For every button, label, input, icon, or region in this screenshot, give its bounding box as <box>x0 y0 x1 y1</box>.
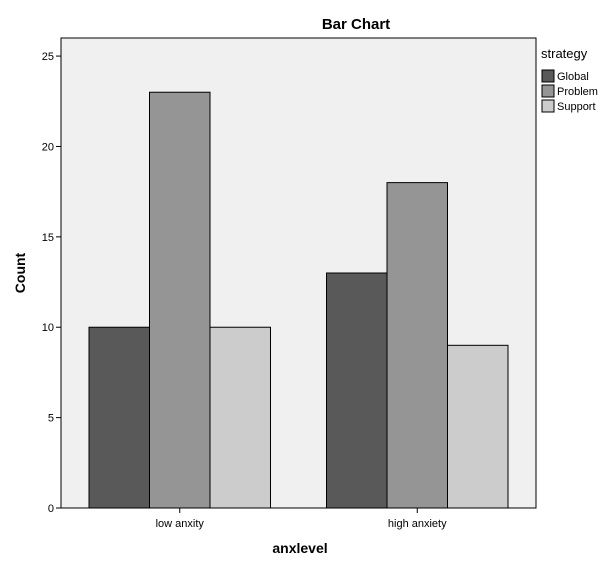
y-tick-label: 20 <box>42 141 54 153</box>
legend: strategy Global Problem Support <box>541 46 598 113</box>
x-axis-label: anxlevel <box>272 540 327 556</box>
bar-problem-low <box>149 91 211 509</box>
bar-global-low <box>88 326 150 509</box>
legend-items: Global Problem Support <box>541 69 598 113</box>
y-tick-label: 0 <box>48 503 54 515</box>
chart-title: Bar Chart <box>322 16 390 33</box>
bar-support-high <box>447 344 509 509</box>
bar-support-low <box>209 326 271 509</box>
y-tick-label: 15 <box>42 232 54 244</box>
bar-problem-high <box>386 182 448 509</box>
bar-global-high <box>326 272 388 509</box>
legend-label-support: Support <box>557 101 596 113</box>
x-tick-label: low anxity <box>156 518 205 530</box>
bars <box>88 91 509 509</box>
y-axis-label: Count <box>12 252 28 293</box>
legend-label-problem: Problem <box>557 86 598 98</box>
y-tick-label: 25 <box>42 51 54 63</box>
x-tick-label: high anxiety <box>388 518 447 530</box>
y-axis: 0 5 10 15 20 25 <box>42 51 61 515</box>
y-tick-label: 5 <box>48 413 54 425</box>
x-axis: low anxity high anxiety <box>156 508 447 530</box>
legend-title: strategy <box>541 46 588 61</box>
y-tick-label: 10 <box>42 322 54 334</box>
legend-swatch-global <box>541 69 555 83</box>
legend-swatch-support <box>541 99 555 113</box>
legend-swatch-problem <box>541 84 555 98</box>
legend-label-global: Global <box>557 71 589 83</box>
